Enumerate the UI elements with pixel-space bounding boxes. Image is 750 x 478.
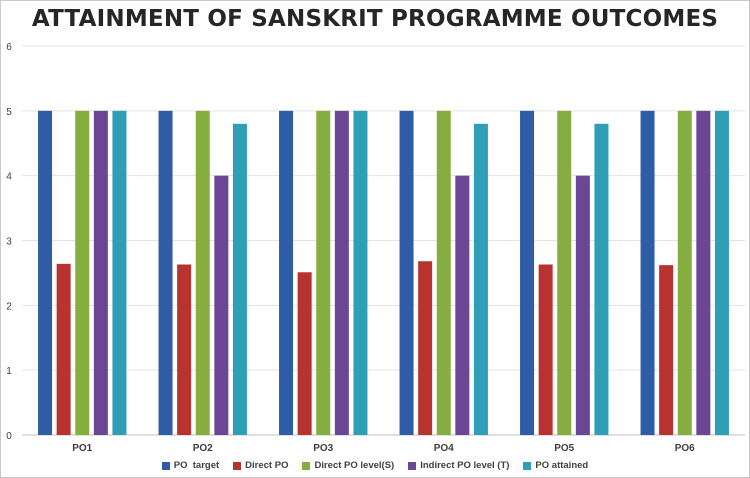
x-category-label: PO5 (554, 443, 574, 454)
bar (195, 110, 210, 435)
bar (473, 123, 488, 436)
bar (316, 110, 331, 435)
bar (112, 110, 127, 435)
y-tick-label: 1 (6, 366, 12, 377)
gridlines (22, 45, 745, 436)
legend-item: PO target (161, 460, 220, 471)
bar (353, 110, 368, 435)
bar (279, 110, 294, 435)
bar (418, 261, 433, 435)
legend-item: Direct PO (233, 460, 288, 471)
bar (158, 110, 173, 435)
x-axis-categories: PO1 PO2 PO3 PO4 PO5 PO6 (72, 443, 695, 454)
bar (232, 123, 247, 436)
bars (38, 110, 729, 436)
legend-swatch (408, 461, 417, 470)
bar (214, 175, 229, 435)
x-category-label: PO6 (675, 443, 695, 454)
legend-label: PO target (173, 460, 220, 471)
bar (436, 110, 451, 435)
y-tick-label: 3 (6, 237, 12, 248)
bar (575, 175, 590, 435)
bar (399, 110, 414, 435)
bar (38, 110, 53, 435)
bar (538, 264, 553, 435)
bar (75, 110, 90, 435)
legend-item: Direct PO level(S) (302, 460, 394, 471)
legend-label: Direct PO level(S) (314, 460, 395, 471)
legend-label: Direct PO (245, 460, 289, 471)
x-category-label: PO4 (434, 443, 454, 454)
bar (696, 110, 711, 435)
legend-item: PO attained (523, 460, 588, 471)
y-tick-label: 0 (6, 431, 12, 442)
bar (659, 265, 674, 435)
x-category-label: PO3 (313, 443, 333, 454)
bar (334, 110, 349, 435)
bar (677, 110, 692, 435)
y-tick-label: 2 (6, 301, 12, 312)
y-axis-ticks: 0 1 2 3 4 5 6 (6, 42, 12, 442)
bar (520, 110, 535, 435)
bar (594, 123, 609, 436)
y-tick-label: 4 (6, 172, 12, 183)
legend: PO target Direct PO Direct PO level(S) Indi… (0, 460, 750, 471)
chart-title: ATTAINMENT OF SANSKRIT PROGRAMME OUTCOME… (31, 6, 719, 32)
legend-label: Indirect PO level (T) (420, 460, 510, 471)
bar (455, 175, 470, 435)
legend-label: PO attained (535, 460, 589, 471)
bar (557, 110, 572, 435)
bar (56, 263, 71, 435)
x-category-label: PO2 (193, 443, 213, 454)
x-category-label: PO1 (72, 443, 92, 454)
bar (640, 110, 655, 435)
bar (177, 264, 192, 435)
legend-swatch (302, 461, 311, 470)
y-tick-label: 5 (6, 107, 12, 118)
legend-swatch (161, 461, 170, 470)
bar (93, 110, 108, 435)
legend-item: Indirect PO level (T) (408, 460, 509, 471)
y-tick-label: 6 (6, 42, 12, 53)
bar (714, 110, 729, 435)
legend-swatch (233, 461, 242, 470)
bar (297, 272, 312, 435)
legend-swatch (523, 461, 532, 470)
